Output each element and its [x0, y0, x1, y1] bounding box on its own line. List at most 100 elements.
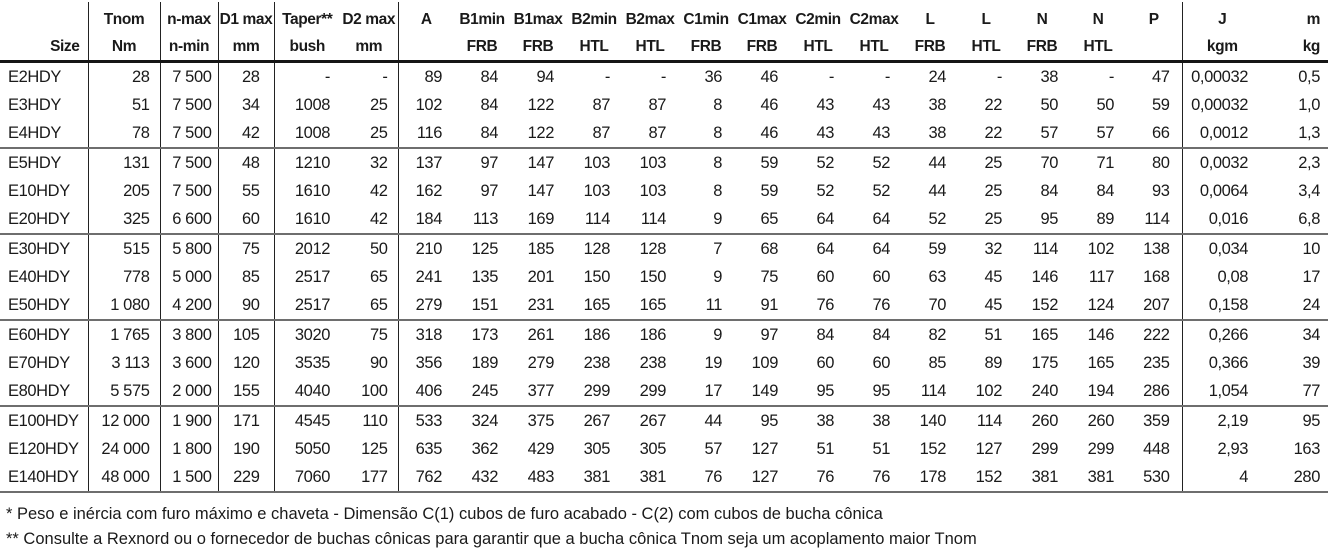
- cell-d1-max: 85: [218, 263, 275, 291]
- cell-tnom: 24 000: [88, 435, 161, 463]
- col-header-p: P: [1126, 2, 1183, 33]
- cell-n-max: 1 500: [160, 463, 219, 493]
- cell-l-htl: 25: [958, 147, 1014, 177]
- cell-l-frb: 178: [902, 463, 958, 493]
- cell-a: 533: [398, 405, 454, 435]
- cell-d1-max: 75: [218, 233, 275, 263]
- cell-m: 95: [1262, 405, 1328, 435]
- table-body: E2HDY 28 7 500 28- -89 84 94- -36 46- -24-38-47 0,…: [0, 61, 1328, 493]
- cell-c2max: 95: [872, 381, 890, 400]
- cell-n-max: 4 200: [160, 291, 219, 320]
- cell-a: 762: [398, 463, 454, 493]
- cell-b1min: 173: [454, 319, 510, 349]
- cell-n-htl: 50: [1096, 95, 1114, 114]
- cell-b2max: 267: [622, 405, 678, 435]
- cell-c1max: 95: [734, 405, 790, 435]
- cell-a: 116: [416, 123, 443, 142]
- cell-m: 39: [1302, 353, 1320, 372]
- cell-b1min: 84: [480, 95, 498, 114]
- cell-b1min: 151: [471, 295, 499, 314]
- cell-c1min: 9: [678, 319, 734, 349]
- cell-l-htl: 45: [984, 295, 1002, 314]
- cell-l-frb: 44: [928, 181, 946, 200]
- cell-size: E140HDY: [0, 463, 89, 493]
- cell-n-max: 7 500: [160, 61, 219, 91]
- cell-n-max: 6 600: [160, 205, 219, 234]
- col-header-l-htl-unit: HTL: [958, 33, 1014, 63]
- cell-j: 0,0012: [1199, 123, 1248, 142]
- cell-tnom: 131: [88, 147, 161, 177]
- cell-c2max: 43: [872, 123, 890, 142]
- col-header-a-unit: [398, 33, 454, 63]
- cell-size: E40HDY: [0, 263, 89, 291]
- cell-taper: 1008: [294, 123, 331, 142]
- footnotes: * Peso e inércia com furo máximo e chave…: [0, 502, 1328, 550]
- cell-b2max: 87: [648, 123, 666, 142]
- col-header-b2max-unit: HTL: [622, 33, 678, 63]
- cell-b2max: 299: [639, 381, 667, 400]
- cell-l-htl: 89: [984, 353, 1002, 372]
- table-row-e60hdy: E60HDY 1 765 3 800 105 3020 75 318 173 261 186 186…: [0, 319, 1328, 349]
- cell-d2-max: 50: [340, 233, 399, 263]
- cell-taper: 3020: [274, 319, 340, 349]
- col-header-taper-unit: bush: [274, 33, 340, 63]
- col-header-c1max-unit: FRB: [734, 33, 790, 63]
- cell-p: 114: [1126, 205, 1183, 234]
- cell-n-htl: 260: [1070, 405, 1126, 435]
- cell-c2min: 64: [816, 209, 834, 228]
- cell-d1-max: 55: [218, 177, 275, 205]
- cell-b1min: 97: [454, 147, 510, 177]
- cell-d2-max: 32: [340, 147, 399, 177]
- cell-c2max: 64: [846, 233, 902, 263]
- col-header-l-htl: L: [981, 11, 991, 28]
- cell-d1-max: 190: [218, 435, 275, 463]
- col-header-m-unit: kg: [1262, 33, 1328, 63]
- cell-c1max: 75: [760, 267, 778, 286]
- cell-m: 3,4: [1298, 181, 1320, 200]
- cell-d2-max: 75: [340, 319, 399, 349]
- cell-b1min: 113: [472, 209, 499, 228]
- cell-c2min: -: [828, 67, 835, 86]
- cell-b2max: 305: [639, 439, 667, 458]
- cell-taper: -: [324, 67, 331, 86]
- cell-d2-max: 100: [340, 377, 399, 406]
- cell-b1max: 483: [510, 463, 566, 493]
- cell-c1min: 9: [713, 267, 722, 286]
- cell-b1max: 231: [527, 295, 555, 314]
- cell-c2min: 60: [816, 267, 834, 286]
- cell-c1min: 9: [713, 209, 722, 228]
- cell-b1min: 432: [454, 463, 510, 493]
- col-header-b2min-unit: HTL: [566, 33, 622, 63]
- cell-c1min: 19: [704, 353, 722, 372]
- cell-b2min: 114: [584, 209, 611, 228]
- cell-n-htl: 146: [1070, 319, 1126, 349]
- cell-m: 1,3: [1298, 123, 1320, 142]
- cell-j: 1,054: [1208, 381, 1249, 400]
- cell-c1max: 97: [734, 319, 790, 349]
- cell-size: E70HDY: [0, 349, 89, 377]
- cell-tnom: 5 575: [88, 377, 161, 406]
- cell-c1min: 17: [704, 381, 722, 400]
- cell-l-frb: 140: [902, 405, 958, 435]
- table-row-e2hdy: E2HDY 28 7 500 28- -89 84 94- -36 46- -24-38-47 0,…: [0, 61, 1328, 91]
- cell-n-frb: 114: [1014, 233, 1070, 263]
- cell-b2min: 128: [566, 233, 622, 263]
- cell-c1max: 91: [760, 295, 778, 314]
- cell-b1max: 94: [536, 67, 554, 86]
- cell-n-htl: 89: [1096, 209, 1114, 228]
- cell-b1max: 377: [527, 381, 555, 400]
- table-row-e80hdy: E80HDY 5 575 2 000 155 4040 100 406 245 377 299 29…: [0, 377, 1328, 406]
- cell-c1min: 8: [713, 181, 722, 200]
- cell-n-frb: 381: [1014, 463, 1070, 493]
- col-header-size: [0, 2, 89, 33]
- cell-c1max: 59: [734, 147, 790, 177]
- table-row-e70hdy: E70HDY 3 113 3 600 120 3535 90 356 189 279 238 238…: [0, 349, 1328, 377]
- col-header-c2min-unit: HTL: [790, 33, 846, 63]
- cell-n-htl: 124: [1087, 295, 1115, 314]
- cell-n-frb: 299: [1031, 439, 1059, 458]
- cell-j: 0,366: [1208, 353, 1249, 372]
- cell-b1min: 97: [480, 181, 498, 200]
- cell-d2-max: 177: [340, 463, 399, 493]
- cell-tnom: 778: [88, 263, 161, 291]
- cell-n-htl: 381: [1070, 463, 1126, 493]
